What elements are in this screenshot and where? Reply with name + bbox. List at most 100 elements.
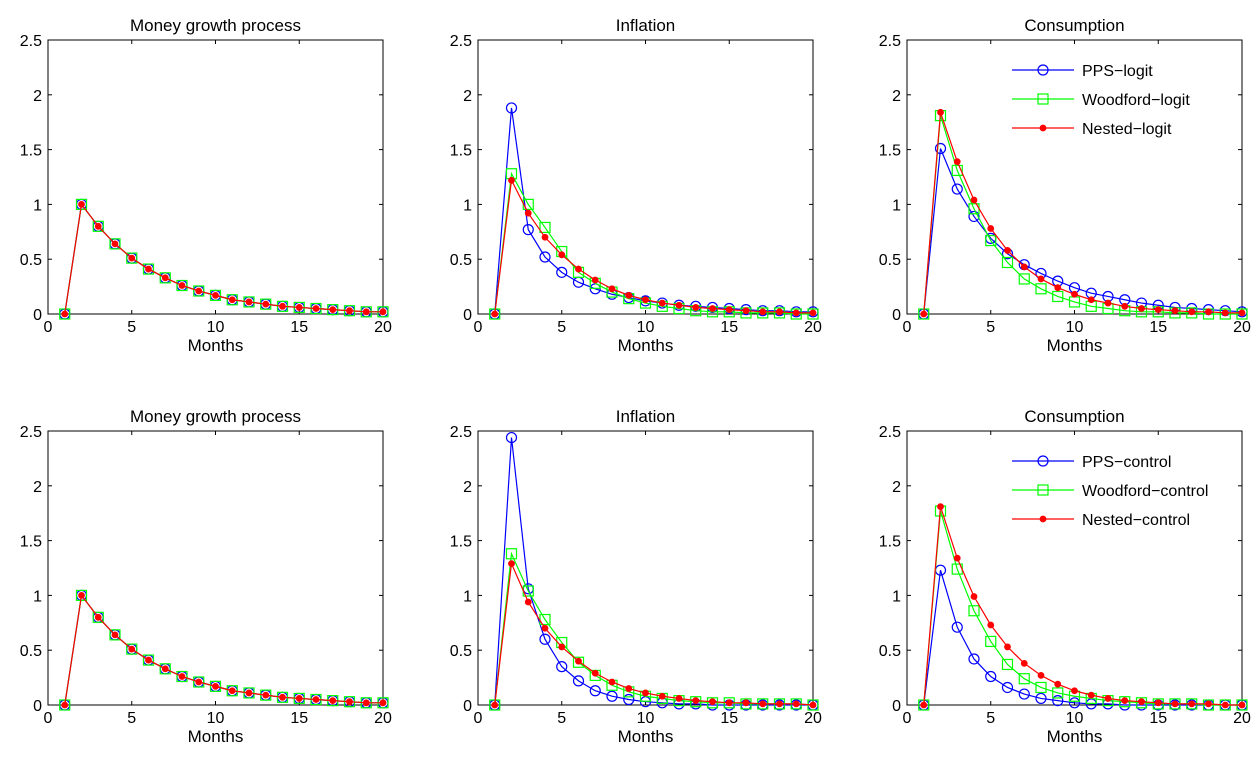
subplot-1: Money growth process 0 5 10 15 20 0 0.5 1 1.5 2 2.5… bbox=[20, 16, 392, 355]
x-tick-label: 10 bbox=[207, 710, 225, 727]
data-point bbox=[295, 304, 303, 311]
data-point bbox=[709, 305, 716, 312]
data-point bbox=[59, 308, 71, 320]
data-point bbox=[692, 697, 700, 705]
y-tick-label: 2.5 bbox=[450, 424, 472, 441]
data-point bbox=[228, 296, 236, 304]
data-point bbox=[1152, 698, 1164, 710]
y-tick-label: 2.5 bbox=[879, 33, 901, 50]
x-tick-label: 20 bbox=[804, 710, 822, 727]
data-point bbox=[692, 304, 700, 311]
x-tick-label: 15 bbox=[1149, 710, 1167, 727]
data-point bbox=[212, 291, 219, 299]
data-point bbox=[346, 307, 353, 315]
data-point bbox=[362, 699, 370, 707]
x-tick-label: 15 bbox=[290, 710, 308, 727]
legend-marker bbox=[1037, 484, 1049, 496]
y-tick-label: 2 bbox=[463, 88, 472, 105]
data-point bbox=[260, 689, 272, 701]
subplot-2: Inflation 0 5 10 15 20 0 0.5 1 1.5 2 2.5 Months bbox=[450, 16, 822, 355]
subplot-title: Consumption bbox=[1024, 16, 1124, 35]
data-point bbox=[243, 296, 255, 308]
data-point bbox=[193, 285, 205, 297]
x-tick-label: 20 bbox=[1233, 710, 1251, 727]
y-tick-label: 0 bbox=[463, 307, 472, 324]
x-tick-label: 5 bbox=[557, 319, 566, 336]
y-tick-label: 2 bbox=[463, 479, 472, 496]
data-point bbox=[606, 690, 618, 702]
data-point bbox=[970, 593, 978, 600]
data-point bbox=[558, 251, 566, 259]
data-point bbox=[1004, 247, 1011, 254]
data-point bbox=[94, 613, 102, 621]
data-point bbox=[985, 670, 997, 683]
data-point bbox=[159, 663, 171, 675]
data-point bbox=[209, 680, 222, 692]
data-point bbox=[1052, 687, 1064, 699]
data-point bbox=[539, 221, 551, 234]
data-point bbox=[1004, 643, 1011, 651]
data-point bbox=[706, 697, 719, 709]
y-tick-label: 0 bbox=[33, 698, 42, 715]
data-point bbox=[1037, 275, 1045, 283]
data-point bbox=[920, 310, 928, 318]
data-point bbox=[1138, 698, 1145, 706]
data-point bbox=[1188, 700, 1196, 708]
data-point bbox=[809, 309, 817, 317]
y-tick-label: 0 bbox=[463, 698, 472, 715]
y-tick-label: 1.5 bbox=[20, 534, 42, 551]
data-point bbox=[541, 624, 549, 632]
legend-marker bbox=[1039, 515, 1047, 523]
data-point bbox=[953, 158, 961, 166]
data-point bbox=[142, 654, 155, 666]
subplot-5: Inflation 0 5 10 15 20 0 0.5 1 1.5 2 2.5 Months bbox=[450, 407, 822, 746]
x-tick-label: 0 bbox=[474, 319, 483, 336]
data-point bbox=[690, 696, 702, 708]
data-point bbox=[742, 699, 750, 707]
data-point bbox=[742, 307, 750, 315]
y-tick-label: 1.5 bbox=[20, 143, 42, 160]
data-point bbox=[968, 653, 980, 665]
data-point bbox=[111, 240, 119, 248]
data-point bbox=[1205, 700, 1212, 708]
subplot-3: Consumption 0 5 10 15 20 0 0.5 1 1.5 2 2.5 Months PPS… bbox=[879, 16, 1251, 355]
data-point bbox=[539, 633, 551, 645]
data-point bbox=[1236, 308, 1248, 320]
data-point bbox=[625, 291, 633, 299]
data-point bbox=[575, 657, 582, 665]
data-point bbox=[572, 656, 585, 668]
data-point bbox=[1221, 309, 1229, 317]
data-point bbox=[1020, 659, 1028, 667]
x-tick-label: 20 bbox=[374, 710, 392, 727]
data-point bbox=[1001, 256, 1014, 269]
data-point bbox=[209, 289, 222, 301]
data-point bbox=[505, 102, 518, 114]
data-point bbox=[109, 629, 121, 641]
legend-marker bbox=[1037, 64, 1049, 76]
data-point bbox=[970, 196, 978, 204]
x-tick-label: 15 bbox=[1149, 319, 1167, 336]
data-point bbox=[1054, 284, 1062, 292]
subplot-title: Inflation bbox=[616, 407, 676, 426]
y-tick-label: 2.5 bbox=[20, 424, 42, 441]
data-point bbox=[1071, 687, 1078, 695]
data-point bbox=[934, 142, 947, 155]
legend: PPS−control Woodford−control Nested−contro… bbox=[1012, 454, 1208, 529]
x-tick-label: 0 bbox=[44, 319, 53, 336]
data-point bbox=[312, 305, 320, 312]
data-point bbox=[1035, 681, 1047, 694]
subplot-title: Money growth process bbox=[130, 16, 301, 35]
x-tick-label: 5 bbox=[127, 710, 136, 727]
data-point bbox=[245, 298, 253, 306]
data-point bbox=[759, 308, 767, 316]
data-point bbox=[262, 691, 270, 699]
y-tick-label: 0.5 bbox=[879, 252, 901, 269]
data-point bbox=[608, 678, 616, 686]
y-tick-label: 0.5 bbox=[20, 252, 42, 269]
data-point bbox=[1221, 701, 1229, 709]
data-point bbox=[245, 689, 253, 697]
data-point bbox=[508, 176, 515, 184]
data-point bbox=[508, 560, 515, 568]
x-tick-label: 20 bbox=[374, 319, 392, 336]
data-point bbox=[176, 279, 188, 292]
